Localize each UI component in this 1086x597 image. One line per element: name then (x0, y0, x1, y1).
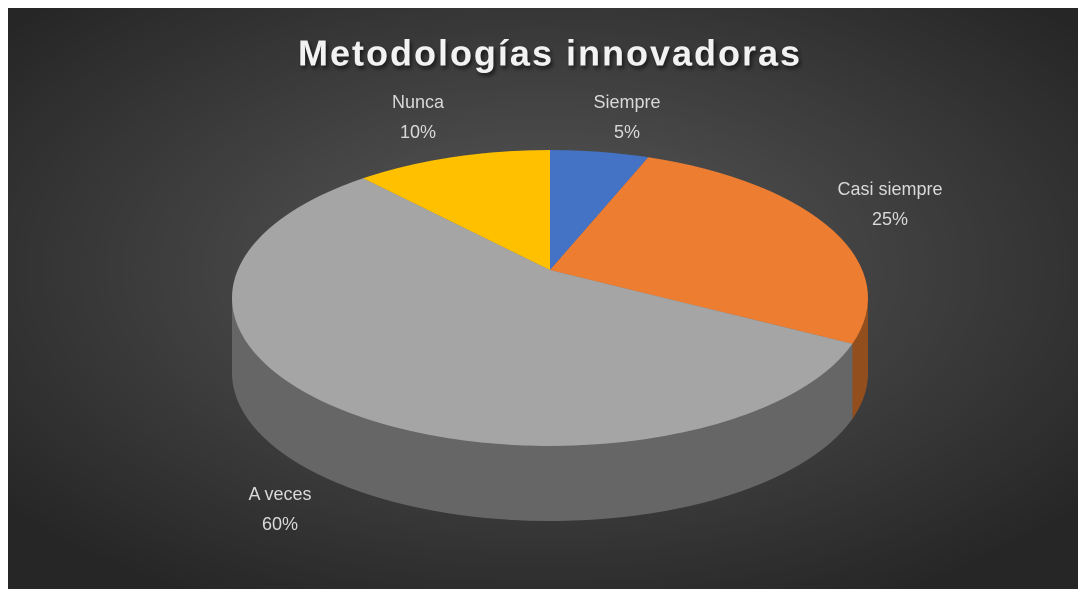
slice-label: Siempre (593, 92, 660, 112)
chart-title: Metodologías innovadoras (298, 33, 802, 74)
slice (550, 157, 868, 344)
slice-label: A veces (248, 484, 311, 504)
slice (231, 178, 853, 447)
slice-value-label: 60% (262, 514, 298, 534)
slice-label: Nunca (392, 92, 445, 112)
slice (363, 150, 550, 270)
slice (550, 150, 649, 270)
slice-value-label: 25% (872, 209, 908, 229)
slice-value-label: 10% (400, 122, 436, 142)
slice-value-label: 5% (614, 122, 640, 142)
slice-label: Casi siempre (837, 179, 942, 199)
slice-side (231, 298, 853, 521)
slice-side (852, 298, 868, 419)
